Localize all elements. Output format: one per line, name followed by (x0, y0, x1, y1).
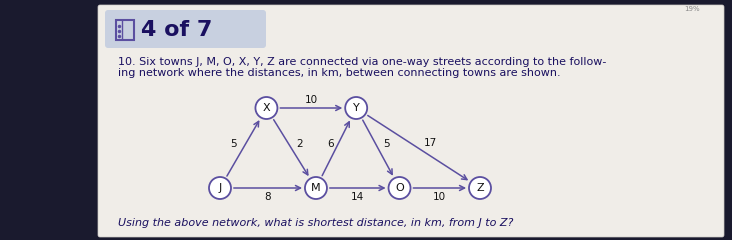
Text: 14: 14 (351, 192, 365, 202)
Text: 8: 8 (265, 192, 272, 202)
Text: Y: Y (353, 103, 359, 113)
Text: Using the above network, what is shortest distance, in km, from J to Z?: Using the above network, what is shortes… (118, 218, 513, 228)
Circle shape (305, 177, 327, 199)
Circle shape (389, 177, 411, 199)
Text: O: O (395, 183, 404, 193)
Text: X: X (263, 103, 270, 113)
Circle shape (469, 177, 491, 199)
Text: 10: 10 (433, 192, 447, 202)
Text: 5: 5 (384, 139, 390, 149)
Text: 6: 6 (328, 139, 335, 150)
Circle shape (346, 97, 367, 119)
Circle shape (255, 97, 277, 119)
FancyBboxPatch shape (98, 5, 724, 237)
Circle shape (209, 177, 231, 199)
Text: 17: 17 (424, 138, 437, 148)
Text: 10: 10 (305, 95, 318, 105)
FancyBboxPatch shape (105, 10, 266, 48)
Text: 2: 2 (296, 139, 303, 149)
Text: 5: 5 (230, 139, 236, 149)
Text: 10. Six towns J, M, O, X, Y, Z are connected via one-way streets according to th: 10. Six towns J, M, O, X, Y, Z are conne… (118, 57, 606, 67)
Text: 19%: 19% (684, 6, 700, 12)
Text: M: M (311, 183, 321, 193)
Text: Z: Z (477, 183, 484, 193)
Text: ing network where the distances, in km, between connecting towns are shown.: ing network where the distances, in km, … (118, 68, 561, 78)
Text: J: J (218, 183, 222, 193)
Text: 4 of 7: 4 of 7 (141, 20, 212, 40)
